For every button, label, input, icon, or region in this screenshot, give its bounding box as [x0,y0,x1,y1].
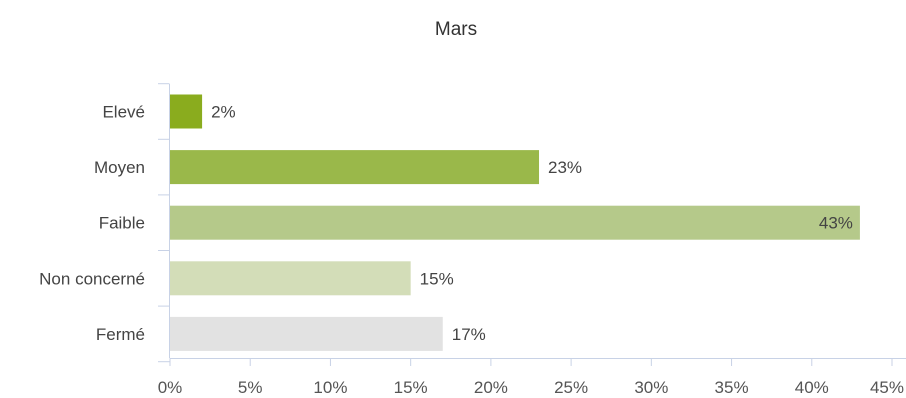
x-tick-label: 15% [394,378,428,397]
bar-0 [170,94,203,129]
x-tick-label: 30% [634,378,668,397]
bar-4 [170,316,443,351]
data-label: 15% [420,269,454,288]
data-label: 2% [211,103,236,122]
x-tick-label: 45% [870,378,904,397]
x-tick-label: 5% [238,378,263,397]
chart-title: Mars [435,19,477,40]
category-label: Moyen [94,158,145,177]
category-label: Non concerné [39,269,145,288]
chart-axes [158,83,906,366]
data-label: 23% [548,158,582,177]
category-label: Faible [99,214,145,233]
x-tick-label: 10% [313,378,347,397]
bar-3 [170,261,411,296]
category-labels: Elevé Moyen Faible Non concerné Fermé [39,103,145,344]
category-label: Fermé [96,325,145,344]
bar-1 [170,150,540,185]
category-label: Elevé [102,103,145,122]
bar-2 [170,205,860,240]
x-tick-label: 20% [474,378,508,397]
x-tick-label: 35% [715,378,749,397]
x-tick-labels: 0% 5% 10% 15% 20% 25% 30% 35% 40% 45% [158,378,904,397]
x-tick-label: 0% [158,378,183,397]
data-label: 17% [452,325,486,344]
data-label: 43% [819,214,853,233]
data-labels: 2% 23% 43% 15% 17% [211,103,853,344]
x-tick-label: 40% [795,378,829,397]
x-tick-label: 25% [554,378,588,397]
bars-group [170,94,860,351]
